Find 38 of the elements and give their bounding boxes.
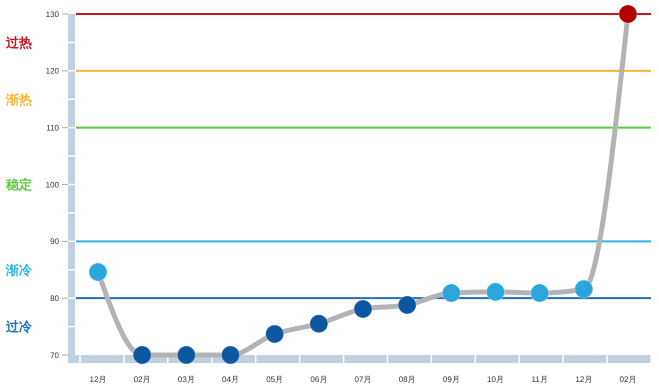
x-tick-label: 10月 xyxy=(487,375,504,384)
point xyxy=(618,4,638,24)
point xyxy=(486,282,505,302)
x-tick-label: 12月 xyxy=(90,375,106,384)
point xyxy=(354,299,372,318)
x-tick-label: 11月 xyxy=(532,375,548,384)
point xyxy=(132,346,152,364)
x-tick-label: 02月 xyxy=(134,375,151,384)
x-tick-label: 06月 xyxy=(310,375,328,384)
y-tick-label: 80 xyxy=(50,294,60,303)
ref-line-label: 过热 xyxy=(5,36,32,51)
point xyxy=(88,262,108,282)
x-tick-label: 03月 xyxy=(178,375,195,384)
point xyxy=(398,295,417,314)
y-tick-label: 110 xyxy=(46,123,60,132)
point xyxy=(530,284,550,303)
x-tick-label: 12月 xyxy=(575,375,592,384)
ref-line-label: 稳定 xyxy=(5,177,32,194)
x-tick-label: 05月 xyxy=(266,375,284,384)
point xyxy=(442,284,461,303)
point xyxy=(221,346,240,364)
y-tick-label: 90 xyxy=(50,237,60,246)
x-tick-label: 09月 xyxy=(442,375,460,384)
x-tick-label: 02月 xyxy=(620,375,636,384)
y-tick-label: 120 xyxy=(46,66,60,76)
point xyxy=(176,346,196,364)
x-tick-label: 04月 xyxy=(222,375,239,384)
point xyxy=(265,324,284,344)
y-tick-label: 100 xyxy=(46,180,60,190)
ref-line-label: 渐冷 xyxy=(5,263,33,278)
y-tick-label: 70 xyxy=(50,350,60,360)
ref-line-label: 渐热 xyxy=(5,92,32,108)
x-tick-label: 08月 xyxy=(398,375,416,384)
x-tick-label: 07月 xyxy=(354,375,372,384)
ref-line-label: 过冷 xyxy=(5,320,33,336)
point xyxy=(574,280,594,299)
point xyxy=(309,314,328,334)
y-tick-label: 130 xyxy=(46,10,60,19)
